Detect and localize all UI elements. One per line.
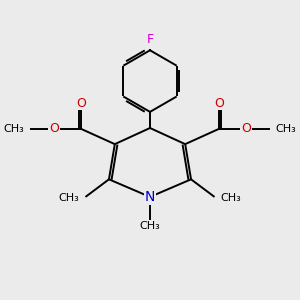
Text: O: O [76, 97, 86, 110]
Text: CH₃: CH₃ [220, 194, 241, 203]
Text: CH₃: CH₃ [275, 124, 296, 134]
Text: CH₃: CH₃ [59, 194, 80, 203]
Text: O: O [214, 97, 224, 110]
Text: O: O [49, 122, 59, 135]
Text: O: O [241, 122, 251, 135]
Text: CH₃: CH₃ [4, 124, 25, 134]
Text: N: N [145, 190, 155, 204]
Text: F: F [146, 33, 154, 46]
Text: CH₃: CH₃ [140, 221, 160, 231]
